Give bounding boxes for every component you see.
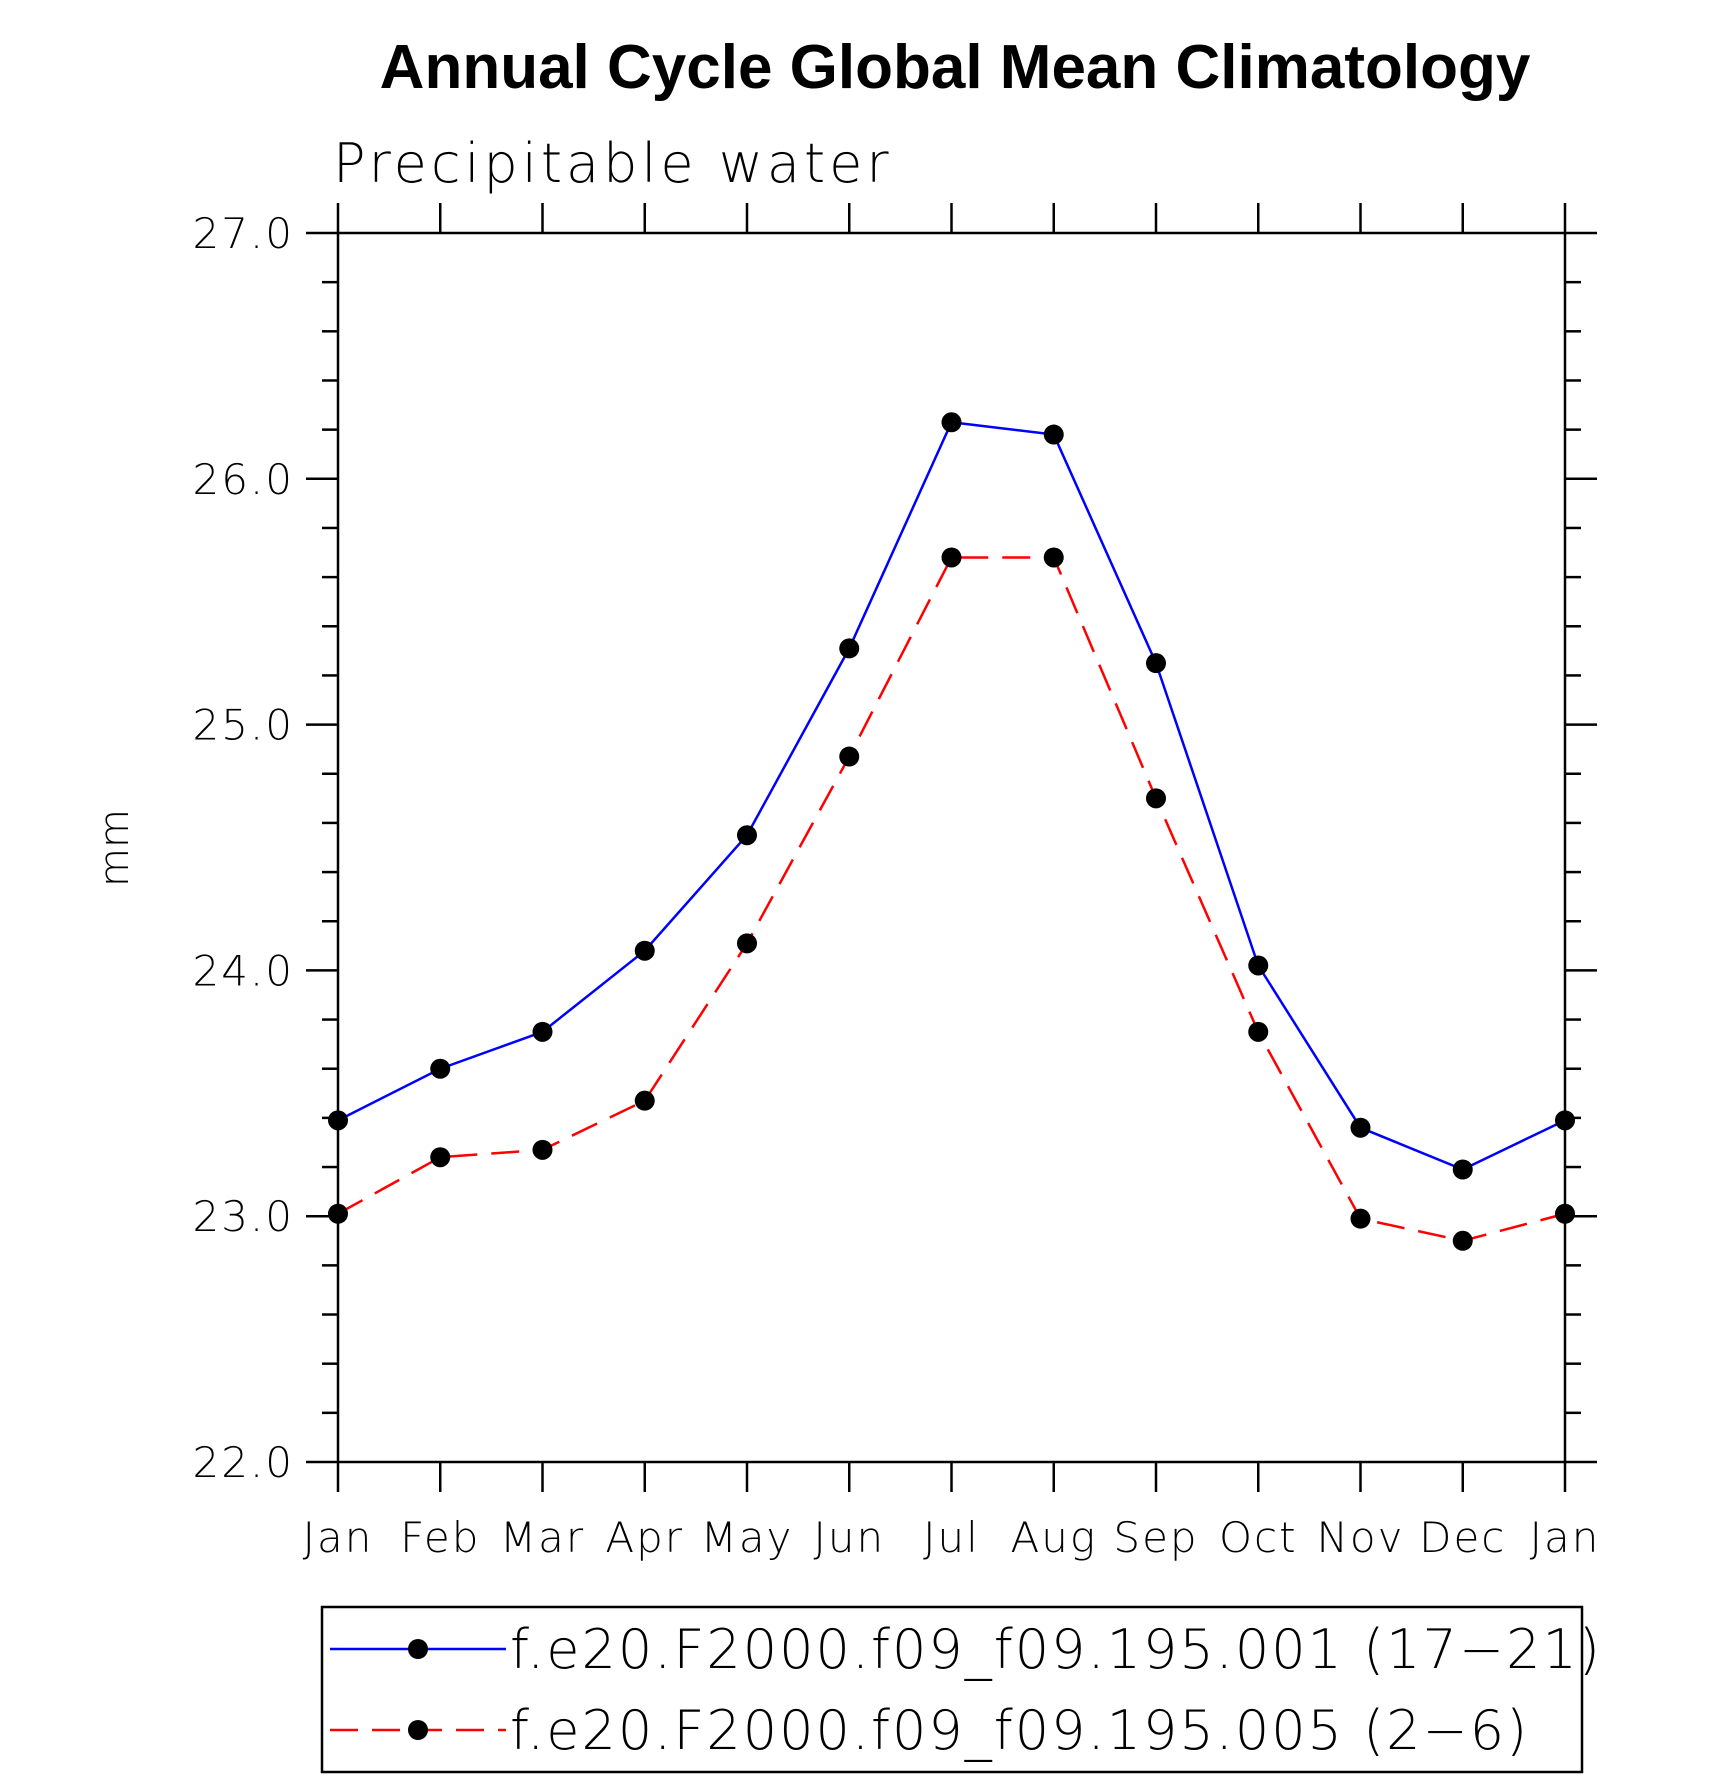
y-axis-label: mm bbox=[92, 809, 138, 887]
series-point bbox=[1043, 424, 1064, 445]
legend-marker bbox=[408, 1720, 428, 1740]
legend-label: f.e20.F2000.f09_f09.195.005 (2−6) bbox=[510, 1699, 1529, 1762]
series-point bbox=[1146, 788, 1166, 809]
x-tick-label: Jan bbox=[1530, 1513, 1601, 1562]
series-point bbox=[532, 1139, 553, 1160]
y-axis-ticks: 22.0 23.0 24.0 25.0 26.0 27.0 bbox=[192, 209, 1597, 1487]
series-point bbox=[1350, 1117, 1371, 1138]
x-tick-label: Apr bbox=[605, 1513, 684, 1562]
series-point bbox=[328, 1203, 348, 1224]
series-2 bbox=[328, 547, 1575, 1251]
x-tick-label: Oct bbox=[1219, 1513, 1298, 1562]
series-point bbox=[1248, 955, 1269, 976]
chart-subtitle: Precipitable water bbox=[333, 132, 893, 195]
series-point bbox=[1043, 547, 1064, 568]
series-point bbox=[1248, 1021, 1269, 1042]
y-tick-label: 22.0 bbox=[192, 1438, 294, 1487]
series-point bbox=[941, 547, 962, 568]
series-line bbox=[337, 420, 1566, 1171]
x-tick-label: Nov bbox=[1317, 1513, 1405, 1562]
x-tick-label: Aug bbox=[1010, 1513, 1097, 1562]
series-point bbox=[1452, 1230, 1473, 1251]
y-tick-label: 24.0 bbox=[192, 946, 294, 995]
y-tick-label: 25.0 bbox=[192, 701, 294, 750]
y-tick-label: 26.0 bbox=[192, 455, 294, 504]
series-point bbox=[839, 746, 860, 767]
series-line bbox=[337, 556, 1566, 1243]
x-axis-ticks: Jan Feb Mar Apr May Jun Jul Aug Sep Oct Nov Dec Jan bbox=[303, 203, 1601, 1562]
series-1 bbox=[328, 412, 1575, 1180]
series-group bbox=[328, 412, 1575, 1251]
series-point bbox=[1350, 1208, 1371, 1229]
x-tick-label: Feb bbox=[400, 1513, 480, 1562]
series-point bbox=[1452, 1159, 1473, 1180]
series-point bbox=[634, 940, 655, 961]
legend-entry: f.e20.F2000.f09_f09.195.001 (17−21) bbox=[330, 1618, 1602, 1681]
legend-label: f.e20.F2000.f09_f09.195.001 (17−21) bbox=[510, 1618, 1602, 1681]
chart-title: Annual Cycle Global Mean Climatology bbox=[380, 33, 1531, 102]
series-point bbox=[839, 638, 860, 659]
series-point bbox=[328, 1110, 348, 1131]
x-tick-label: Mar bbox=[500, 1513, 585, 1562]
x-tick-label: Dec bbox=[1419, 1513, 1506, 1562]
series-point bbox=[1146, 653, 1166, 674]
series-point bbox=[1555, 1203, 1575, 1224]
series-point bbox=[430, 1147, 451, 1168]
series-point bbox=[737, 933, 757, 954]
x-tick-label: Jan bbox=[303, 1513, 374, 1562]
legend: f.e20.F2000.f09_f09.195.001 (17−21) f.e20… bbox=[320, 1605, 1602, 1774]
y-tick-label: 23.0 bbox=[192, 1192, 294, 1241]
series-point bbox=[532, 1021, 553, 1042]
series-point bbox=[941, 412, 962, 433]
x-tick-label: Sep bbox=[1113, 1513, 1198, 1562]
legend-entries: f.e20.F2000.f09_f09.195.001 (17−21) f.e20… bbox=[330, 1618, 1602, 1762]
x-tick-label: Jul bbox=[923, 1513, 980, 1562]
legend-box bbox=[320, 1605, 1584, 1774]
series-point bbox=[634, 1090, 655, 1111]
x-tick-label: Jun bbox=[813, 1513, 885, 1562]
x-tick-label: May bbox=[701, 1513, 794, 1562]
series-point bbox=[737, 825, 757, 846]
series-point bbox=[1555, 1110, 1575, 1131]
legend-entry: f.e20.F2000.f09_f09.195.005 (2−6) bbox=[330, 1699, 1529, 1762]
legend-marker bbox=[408, 1639, 428, 1659]
y-tick-label: 27.0 bbox=[192, 209, 294, 258]
series-point bbox=[430, 1058, 451, 1079]
